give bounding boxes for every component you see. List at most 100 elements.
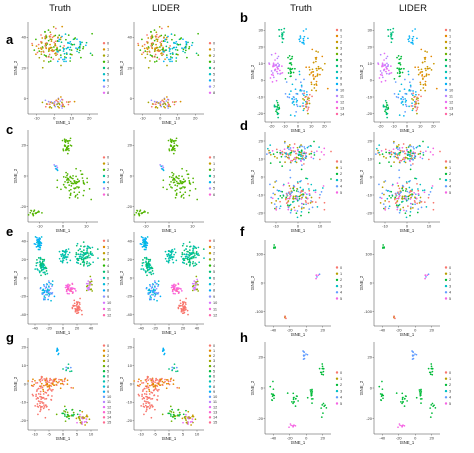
subplot-e-truth: -40 -20 0 20 40-40-2002040tSNE_1tSNE_2012345… [13, 232, 111, 335]
x-axis-label: tSNE_1 [400, 332, 415, 337]
data-point [383, 59, 385, 61]
y-tick-label: 30 [259, 28, 264, 33]
data-point [45, 34, 47, 37]
data-point [150, 379, 153, 382]
data-point [66, 146, 68, 149]
data-point [55, 413, 58, 416]
y-axis-label: tSNE_2 [359, 275, 364, 290]
data-point [414, 201, 416, 204]
data-point [381, 65, 383, 68]
data-point [161, 384, 164, 386]
points-group [378, 350, 437, 429]
data-point [313, 78, 315, 81]
data-point [45, 284, 48, 286]
data-point [166, 255, 169, 258]
data-point [167, 250, 170, 252]
data-point [178, 174, 180, 177]
data-point [151, 267, 154, 270]
data-point [185, 413, 187, 416]
legend-key [208, 239, 212, 242]
data-point [62, 183, 65, 186]
y-tick-label: 40 [128, 35, 133, 40]
data-point [146, 53, 149, 56]
data-point [193, 283, 195, 285]
data-point [66, 177, 69, 180]
data-point [303, 152, 305, 155]
data-point [393, 140, 395, 143]
data-point [276, 70, 278, 73]
legend-key [335, 291, 339, 294]
data-point [31, 380, 34, 383]
x-tick-label: 0 [62, 224, 65, 229]
data-point [310, 83, 313, 86]
data-point [410, 202, 413, 205]
data-point [299, 194, 302, 197]
data-point [299, 105, 301, 108]
data-point [272, 64, 274, 67]
data-point [408, 81, 411, 84]
data-point [85, 44, 87, 47]
data-point [167, 103, 170, 105]
data-point [397, 93, 400, 96]
data-point [40, 266, 43, 269]
data-point [150, 287, 153, 290]
data-point [273, 104, 276, 107]
data-point [273, 105, 276, 108]
data-point [61, 257, 64, 260]
x-tick-label: -10 [273, 224, 280, 229]
data-point [77, 253, 80, 256]
data-point [427, 67, 430, 70]
data-point [149, 378, 152, 380]
data-point [294, 424, 297, 427]
data-point [143, 257, 146, 259]
data-point [169, 138, 172, 141]
data-point [407, 38, 410, 41]
legend-key [444, 297, 448, 300]
data-point [275, 200, 278, 202]
data-point [197, 283, 199, 286]
data-point [311, 398, 314, 400]
data-point [69, 176, 71, 179]
x-tick-label: -20 [152, 326, 159, 331]
data-point [323, 405, 325, 408]
panel-label: f [240, 224, 245, 239]
data-point [296, 216, 299, 219]
data-point [60, 105, 63, 107]
data-point [409, 193, 412, 196]
data-point [387, 189, 389, 192]
data-point [301, 93, 304, 95]
legend-key [335, 28, 339, 32]
legend-key [444, 112, 448, 116]
data-point [72, 304, 75, 307]
data-point [300, 85, 303, 88]
data-point [412, 43, 414, 45]
y-tick-label: -20 [126, 204, 133, 209]
data-point [39, 246, 42, 249]
data-point [72, 182, 74, 185]
data-point [64, 33, 67, 35]
data-point [137, 393, 140, 396]
data-point [288, 157, 290, 160]
legend-key [102, 307, 106, 311]
data-point [48, 385, 50, 388]
data-point [303, 94, 305, 97]
data-point [86, 287, 89, 289]
data-point [317, 274, 320, 277]
data-point [300, 89, 303, 92]
data-point [195, 256, 197, 259]
data-point [45, 36, 48, 38]
data-point [91, 252, 93, 255]
legend-key [208, 289, 212, 292]
data-point [396, 200, 399, 202]
data-point [78, 180, 81, 182]
data-point [184, 180, 187, 182]
y-tick-label: 20 [259, 138, 264, 143]
data-point [427, 273, 430, 276]
data-point [270, 399, 273, 401]
data-point [48, 408, 50, 411]
data-point [397, 148, 399, 151]
data-point [82, 255, 85, 257]
